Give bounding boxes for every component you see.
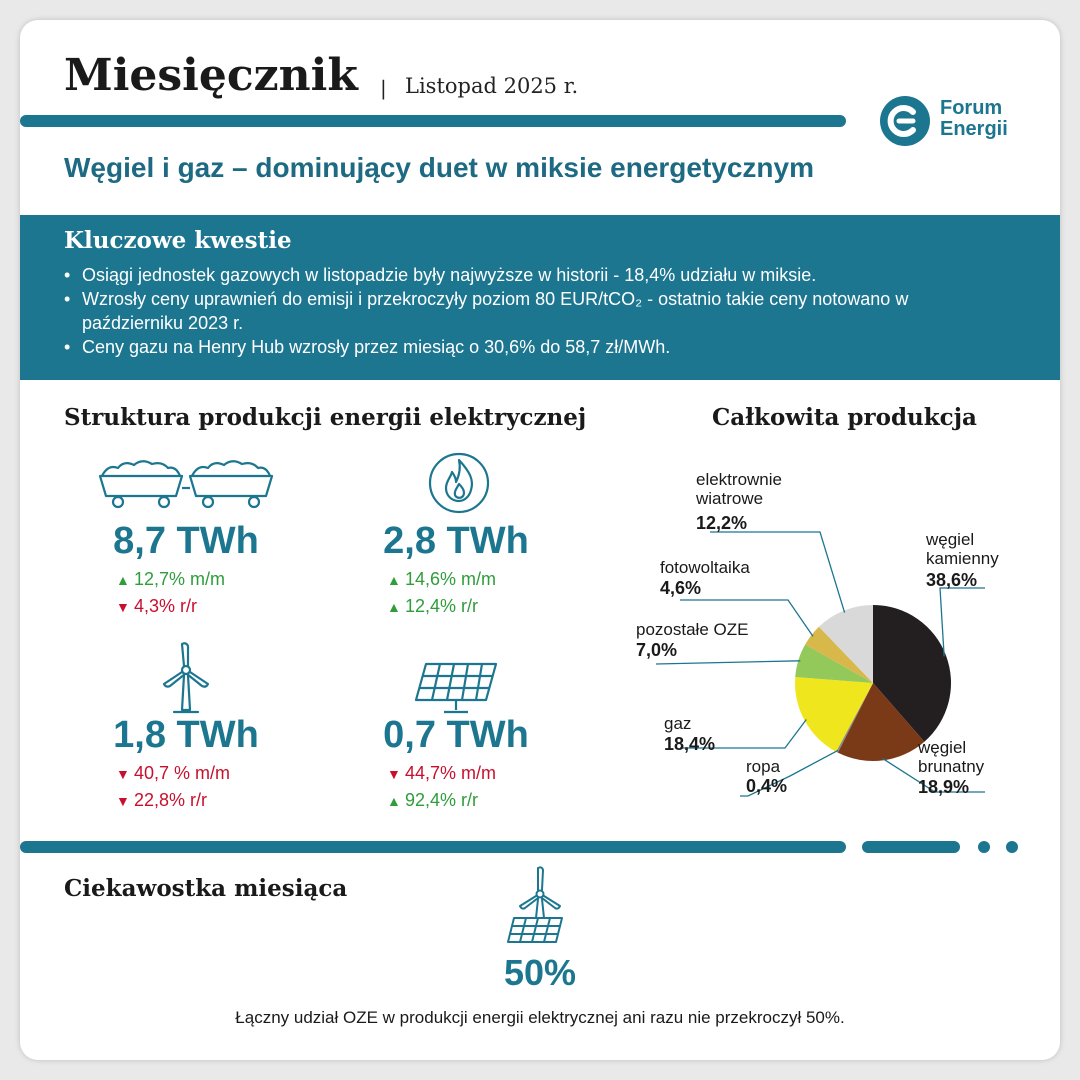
pie-label-oil: ropa [746,757,781,776]
stat-change-text: 92,4% r/r [405,790,479,810]
stat-change-text: 40,7 % m/m [134,763,231,783]
arrow-up-icon: ▲ [387,599,401,615]
pie-value-gas: 18,4% [664,734,716,754]
stat-change-text: 4,3% r/r [134,596,198,616]
pie-chart-title: Całkowita produkcja [712,404,977,431]
pie-leader-line [882,757,985,793]
stat-change-mm-wind: ▼ 40,7 % m/m [116,763,230,784]
pie-leader-line [680,599,814,637]
stat-change-mm-solar: ▼ 44,7% m/m [387,763,496,784]
fact-text: Łączny udział OZE w produkcji energii el… [235,1008,845,1027]
pie-slice-3 [795,677,873,752]
pie-slice-6 [818,605,873,683]
logo-line-1: Forum [940,97,1003,119]
key-issue-item: Wzrosły ceny uprawnień do emisji i przek… [64,287,964,335]
page-subtitle: Węgiel i gaz – dominujący duet w miksie … [64,152,814,183]
pie-slice-0 [873,605,951,742]
pie-leader-line [655,660,801,665]
pie-label-gas: gaz [664,714,692,733]
pie-label-other-res: pozostałe OZE [636,620,749,639]
wind-solar-icon [507,866,563,943]
pie-value-other-res: 7,0% [636,640,678,660]
pie-value-solar: 4,6% [660,578,702,598]
stat-change-rr-wind: ▼ 22,8% r/r [116,790,207,811]
stat-change-mm-gas: ▲ 14,6% m/m [387,569,496,590]
stat-value-gas: 2,8 TWh [383,520,529,562]
gas-flame-icon [428,452,490,514]
fact-title: Ciekawostka miesiąca [64,875,348,902]
pie-leader-line [939,587,985,657]
pie-slice-5 [805,626,873,683]
solar-panel-icon [414,662,498,714]
infographic-card: Miesięcznik | Listopad 2025 r. Forum Ene… [20,20,1060,1060]
pie-leader-line [710,531,846,613]
structure-title: Struktura produkcji energii elektrycznej [64,404,587,431]
coal-wagons-icon [98,460,274,509]
key-issue-item: Ceny gazu na Henry Hub wzrosły przez mie… [64,335,964,359]
stat-value-wind: 1,8 TWh [113,714,259,756]
stat-change-text: 12,4% r/r [405,596,479,616]
arrow-up-icon: ▲ [387,793,401,809]
pie-value-hard-coal: 38,6% [926,570,978,590]
production-pie-chart [655,531,985,797]
key-issues-list: Osiągi jednostek gazowych w listopadzie … [64,263,964,359]
stat-change-rr-solar: ▲ 92,4% r/r [387,790,478,811]
header-divider [20,115,846,127]
divider-dot [978,841,990,853]
stat-change-text: 44,7% m/m [405,763,497,783]
pie-label-lignite: węgiel brunatny [918,738,985,776]
stat-change-rr-gas: ▲ 12,4% r/r [387,596,478,617]
stat-change-text: 12,7% m/m [134,569,226,589]
logo-line-2: Energii [940,118,1008,140]
stat-change-mm-coal: ▲ 12,7% m/m [116,569,225,590]
arrow-down-icon: ▼ [387,766,401,782]
page-title: Miesięcznik [64,50,358,101]
pie-slice-4 [795,644,873,683]
pie-label-wind: elektrownie wiatrowe [696,470,806,508]
pie-slice-1 [837,683,925,761]
divider-dot [1006,841,1018,853]
logo-mark-icon [880,96,930,146]
title-separator: | [380,76,387,100]
pie-label-hard-coal: węgiel kamienny [926,530,999,568]
key-issues-title: Kluczowe kwestie [64,227,292,254]
pie-value-oil: 0,4% [746,776,788,796]
arrow-up-icon: ▲ [387,572,401,588]
arrow-down-icon: ▼ [116,793,130,809]
section-divider [20,841,846,853]
stat-change-text: 22,8% r/r [134,790,208,810]
fact-value: 50% [503,952,577,993]
issue-date: Listopad 2025 r. [405,74,579,98]
pie-value-lignite: 18,9% [918,777,970,797]
pie-slice-2 [836,683,873,753]
stat-value-solar: 0,7 TWh [383,714,529,756]
stat-change-rr-coal: ▼ 4,3% r/r [116,596,197,617]
pie-leader-line [680,719,807,749]
key-issues-panel: Kluczowe kwestie Osiągi jednostek gazowy… [20,215,1060,380]
stat-value-coal: 8,7 TWh [113,520,259,562]
arrow-down-icon: ▼ [116,599,130,615]
arrow-up-icon: ▲ [116,572,130,588]
pie-value-wind: 12,2% [696,513,748,533]
arrow-down-icon: ▼ [116,766,130,782]
pie-label-solar: fotowoltaika [660,558,750,577]
stat-change-text: 14,6% m/m [405,569,497,589]
forum-energii-logo: Forum Energii [880,96,1040,146]
section-divider-short [862,841,960,853]
pie-label-name: elektrownie wiatrowe [696,470,782,508]
logo-text: Forum Energii [940,98,1008,140]
pie-leader-line [740,749,839,797]
key-issue-item: Osiągi jednostek gazowych w listopadzie … [64,263,964,287]
wind-turbine-icon [162,642,210,714]
